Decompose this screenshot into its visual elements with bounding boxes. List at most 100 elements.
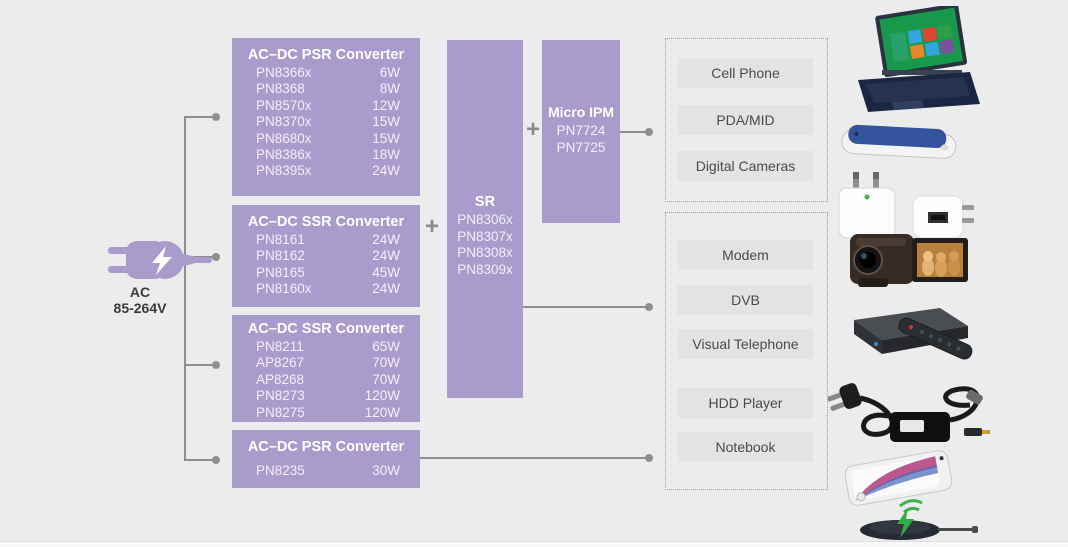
part-wattage: 120W [364, 404, 400, 420]
part-row: PN8162 24W [232, 248, 420, 264]
part-row: PN8386x 18W [232, 147, 420, 163]
part-wattage: 70W [372, 355, 400, 371]
part-row: PN8235 30W [232, 463, 420, 479]
micro-ipm-title: Micro IPM [547, 104, 615, 120]
part-row: PN8273 120W [232, 388, 420, 404]
device-group-portable [665, 38, 828, 202]
part-wattage: 30W [372, 463, 400, 478]
part-row: PN8366x 6W [232, 65, 420, 81]
connector-line [420, 457, 646, 459]
photo-camcorder [850, 234, 968, 287]
ac-plug-icon [108, 241, 212, 279]
part-row: PN8211 65W [232, 339, 420, 355]
part-row: PN8395x 24W [232, 163, 420, 179]
device-label-dvb: DVB [678, 285, 813, 315]
part-row: PN8165 45W [232, 265, 420, 281]
photo-convertible-laptop [858, 6, 980, 112]
part-number: PN8386x [256, 147, 312, 163]
part-row: PN8370x 15W [232, 114, 420, 130]
photo-set-top-box-with-remote [854, 308, 973, 360]
part-row: PN8680x 15W [232, 131, 420, 147]
part-number: PN7724 [556, 123, 606, 138]
connector-line [184, 459, 214, 461]
part-number: PN8395x [256, 163, 312, 179]
converter-box-title: AC–DC SSR Converter [247, 214, 405, 230]
part-wattage: 6W [379, 65, 400, 80]
part-number: PN8161 [256, 232, 305, 247]
part-row: AP8267 70W [232, 355, 420, 371]
part-wattage: 12W [372, 97, 400, 113]
part-number: PN8370x [256, 114, 312, 130]
part-number: PN8273 [256, 388, 305, 404]
part-number: PN8309x [457, 261, 513, 277]
part-wattage: 65W [372, 339, 400, 354]
part-number: PN8160x [256, 281, 312, 297]
device-group-home [665, 212, 828, 490]
converter-box-title: AC–DC PSR Converter [247, 439, 405, 455]
photo-wireless-charging-phone [844, 450, 978, 540]
device-label-cell-phone: Cell Phone [678, 58, 813, 88]
part-row: PN8161 24W [232, 232, 420, 248]
part-number: PN8275 [256, 404, 305, 420]
ac-input-line2: 85-264V [113, 300, 167, 316]
connector-dot [645, 303, 653, 311]
part-number: PN8366x [256, 65, 312, 80]
connector-dot [645, 128, 653, 136]
part-row: AP8268 70W [232, 372, 420, 388]
part-number: PN8368 [256, 81, 305, 97]
device-label-hdd-player: HDD Player [678, 388, 813, 418]
connector-line [620, 131, 646, 133]
part-number: PN7725 [556, 140, 606, 155]
micro-ipm-box: Micro IPM PN7724 PN7725 [542, 40, 620, 223]
device-label-modem: Modem [678, 240, 813, 270]
connector-line [523, 306, 646, 308]
sr-box-title: SR [474, 194, 496, 210]
part-row: PN8570x 12W [232, 98, 420, 114]
part-number: AP8268 [256, 371, 305, 387]
connector-dot [645, 454, 653, 462]
plus-sign: + [424, 213, 439, 240]
converter-box-ssr-1: AC–DC SSR Converter PN8161 24W PN8162 24W … [232, 205, 420, 307]
part-wattage: 8W [379, 81, 400, 97]
connector-line [184, 116, 186, 461]
converter-box-title: AC–DC SSR Converter [247, 321, 405, 337]
plus-sign: + [525, 116, 540, 143]
converter-box-psr-1: AC–DC PSR Converter PN8366x 6W PN8368 8W P… [232, 38, 420, 196]
device-label-digital-cameras: Digital Cameras [678, 151, 813, 181]
converter-box-title: AC–DC PSR Converter [247, 47, 405, 63]
part-number: PN8165 [256, 264, 305, 280]
converter-box-ssr-2: AC–DC SSR Converter PN8211 65W AP8267 70W … [232, 315, 420, 422]
part-wattage: 18W [372, 147, 400, 163]
connector-line [184, 116, 214, 118]
part-row: PN8160x 24W [232, 281, 420, 297]
part-number: PN8570x [256, 97, 312, 113]
device-label-pda-mid: PDA/MID [678, 105, 813, 135]
converter-box-psr-2: AC–DC PSR Converter PN8235 30W [232, 430, 420, 488]
part-wattage: 24W [372, 281, 400, 297]
device-label-notebook: Notebook [678, 432, 813, 462]
ac-input-label: AC 85-264V [100, 284, 180, 316]
part-number: PN8162 [256, 248, 305, 264]
part-wattage: 24W [372, 232, 400, 247]
part-wattage: 24W [372, 163, 400, 179]
part-wattage: 24W [372, 248, 400, 264]
connector-dot [212, 456, 220, 464]
connector-dot [212, 253, 220, 261]
ac-input-line1: AC [129, 284, 151, 300]
part-number: AP8267 [256, 355, 305, 371]
connector-line [184, 364, 214, 366]
part-wattage: 120W [364, 388, 400, 404]
sr-box: SR PN8306x PN8307x PN8308x PN8309x [447, 40, 523, 398]
part-wattage: 15W [372, 114, 400, 130]
part-row: PN8368 8W [232, 81, 420, 97]
photo-laptop-power-adapter [828, 383, 990, 442]
part-row: PN8275 120W [232, 405, 420, 421]
part-number: PN8306x [457, 212, 513, 227]
part-number: PN8211 [256, 339, 304, 354]
part-number: PN8308x [457, 245, 513, 260]
photo-smartphone [841, 124, 957, 159]
bottom-strip [0, 541, 1068, 547]
connector-dot [212, 361, 220, 369]
part-number: PN8235 [256, 463, 305, 478]
photo-usb-wall-chargers [838, 172, 974, 239]
